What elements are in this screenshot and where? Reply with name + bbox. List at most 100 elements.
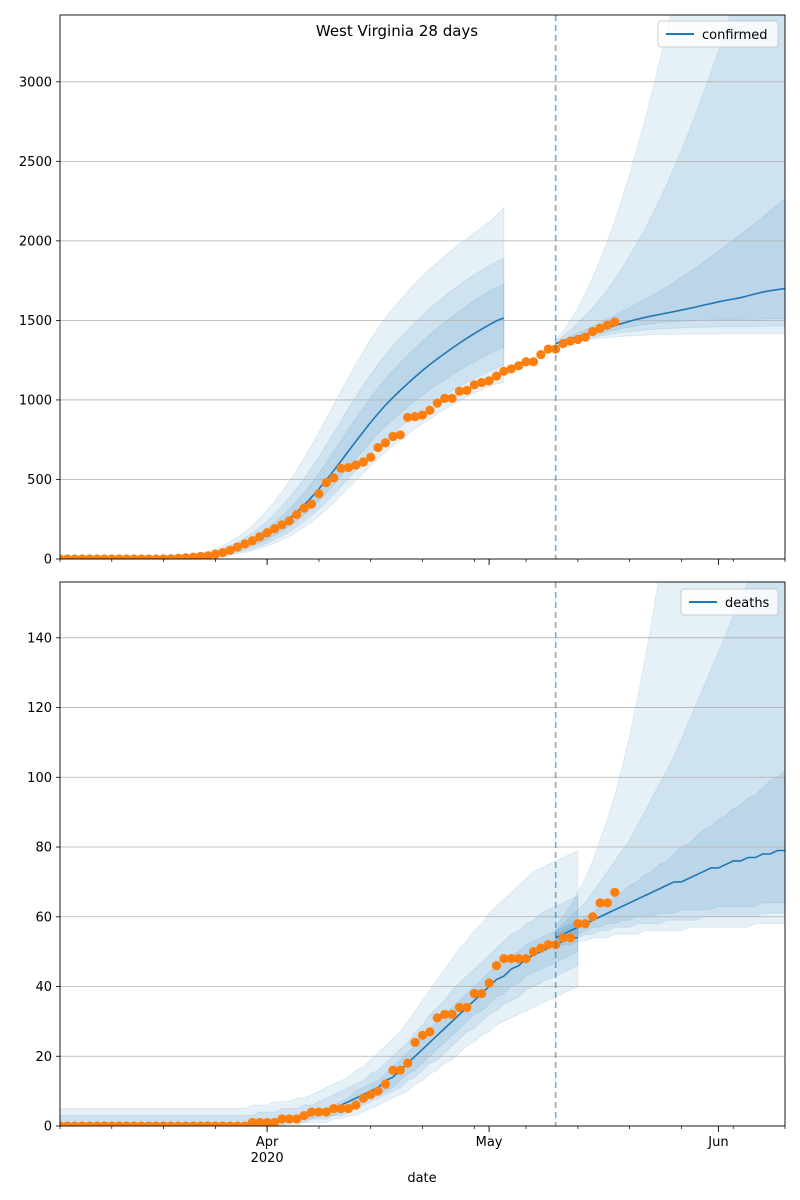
confirmed-observed-point	[292, 509, 302, 520]
confirmed-observed-point	[536, 350, 546, 360]
confirmed-observed-point	[62, 554, 72, 559]
confirmed-observed-point	[188, 552, 198, 559]
deaths-forecast-band-middle	[555, 582, 785, 946]
x-tick-year-label: 2020	[251, 1151, 284, 1166]
confirmed-observed-point	[262, 528, 272, 538]
confirmed-observed-point	[440, 393, 450, 403]
deaths-observed-point	[158, 1121, 169, 1126]
confirmed-observed-point	[484, 376, 494, 386]
deaths-observed-point	[462, 1002, 472, 1013]
deaths-observed-point	[358, 1093, 368, 1103]
confirmed-observed-points	[60, 317, 620, 559]
deaths-observed-point	[343, 1103, 354, 1114]
confirmed-observed-point	[314, 489, 324, 499]
deaths-observed-point	[262, 1117, 272, 1126]
confirmed-axes: 0 500 1000 1500 2000 2500 3000	[19, 14, 786, 568]
confirmed-observed-point	[588, 326, 598, 337]
confirmed-observed-point	[306, 499, 317, 509]
confirmed-observed-point	[432, 398, 442, 408]
confirmed-observed-point	[403, 412, 413, 423]
confirmed-observed-point	[181, 553, 191, 559]
confirmed-observed-point	[506, 364, 516, 374]
confirmed-observed-point	[351, 460, 361, 470]
confirmed-observed-point	[610, 317, 620, 327]
confirmed-observed-point	[92, 554, 102, 559]
deaths-observed-point	[336, 1103, 346, 1114]
deaths-observed-point	[403, 1058, 413, 1068]
confirmed-observed-point	[129, 554, 139, 559]
confirmed-observed-point	[70, 554, 80, 559]
deaths-observed-point	[432, 1013, 442, 1023]
confirmed-observed-point	[417, 410, 428, 420]
x-tick-label: Jun	[707, 1135, 728, 1150]
confirmed-observed-point	[395, 430, 405, 440]
confirmed-y-tick-label: 1000	[19, 393, 52, 408]
deaths-observed-point	[366, 1090, 376, 1100]
confirmed-observed-point	[255, 532, 265, 542]
confirmed-observed-point	[299, 503, 309, 513]
confirmed-y-tick-label: 2000	[19, 234, 52, 249]
x-axis-label: date	[407, 1171, 436, 1186]
confirmed-observed-point	[380, 438, 391, 448]
confirmed-observed-point	[336, 463, 346, 473]
deaths-legend: deaths	[680, 588, 779, 616]
deaths-observed-point	[92, 1121, 102, 1126]
deaths-y-tick-label: 40	[35, 980, 52, 995]
confirmed-observed-point	[107, 554, 117, 559]
confirmed-observed-point	[388, 431, 398, 442]
confirmed-observed-point	[477, 377, 487, 388]
confirmed-observed-point	[602, 320, 613, 330]
deaths-y-tick-label: 20	[35, 1050, 52, 1065]
confirmed-observed-point	[358, 457, 368, 467]
confirmed-observed-point	[543, 344, 553, 354]
confirmed-observed-point	[565, 336, 576, 346]
deaths-observed-point	[314, 1107, 324, 1117]
deaths-observed-points	[60, 887, 620, 1126]
confirmed-gridlines	[60, 81, 785, 480]
confirmed-forecast-band-inner	[555, 198, 785, 345]
confirmed-legend: confirmed	[657, 20, 779, 48]
deaths-observed-point	[299, 1110, 309, 1121]
confirmed-forecast-band-outer	[555, 15, 785, 347]
confirmed-observed-point	[366, 452, 376, 462]
deaths-fit-band-middle	[60, 895, 579, 1126]
deaths-observed-point	[469, 988, 479, 999]
deaths-observed-point	[218, 1121, 228, 1126]
deaths-observed-point	[77, 1121, 87, 1126]
confirmed-observed-point	[277, 520, 287, 530]
confirmed-observed-point	[210, 549, 220, 559]
deaths-observed-point	[107, 1121, 117, 1126]
confirmed-observed-point	[173, 553, 183, 559]
deaths-observed-point	[521, 954, 531, 964]
deaths-observed-point	[499, 954, 509, 964]
deaths-observed-point	[440, 1009, 450, 1020]
deaths-observed-point	[232, 1121, 243, 1126]
confirmed-observed-point	[84, 554, 95, 559]
x-tick-label: Apr	[256, 1135, 279, 1150]
confirmed-observed-point	[410, 412, 420, 422]
deaths-observed-point	[240, 1121, 250, 1126]
deaths-observed-point	[255, 1117, 265, 1126]
confirmed-observed-point	[499, 366, 509, 376]
deaths-observed-point	[144, 1121, 154, 1126]
confirmed-observed-point	[166, 554, 176, 559]
confirmed-observed-point	[218, 548, 228, 558]
confirmed-observed-point	[573, 334, 583, 345]
deaths-observed-point	[166, 1121, 176, 1126]
deaths-observed-point	[506, 954, 516, 964]
deaths-observed-point	[292, 1114, 302, 1124]
confirmed-observed-point	[321, 478, 331, 488]
deaths-y-tick-label: 80	[35, 841, 52, 856]
confirmed-y-tick-label: 1500	[19, 314, 52, 329]
deaths-observed-point	[306, 1107, 317, 1117]
deaths-observed-point	[373, 1086, 383, 1096]
confirmed-observed-point	[121, 554, 132, 559]
deaths-observed-point	[454, 1002, 465, 1013]
deaths-observed-point	[99, 1121, 109, 1126]
confirmed-observed-point	[240, 539, 250, 549]
confirmed-observed-point	[469, 380, 479, 390]
deaths-observed-point	[121, 1121, 132, 1126]
